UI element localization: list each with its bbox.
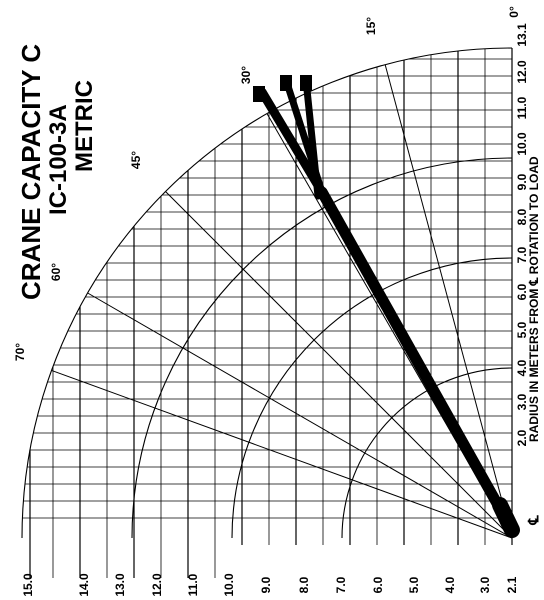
radius-tick-label: 2.0 (515, 429, 529, 446)
chart-units: METRIC (71, 80, 98, 172)
height-tick-label: 7.0 (334, 576, 348, 593)
boom-tip (253, 86, 265, 102)
angle-ray (87, 292, 513, 539)
height-tick-label: 13.0 (113, 573, 127, 597)
angle-label-text: 70° (13, 343, 27, 361)
angle-label: 60° (49, 263, 63, 281)
angle-label: 30° (239, 66, 253, 84)
height-tick-label: 5.0 (407, 576, 421, 593)
height-tick: 9.0 (259, 576, 273, 593)
boom-sections (253, 75, 520, 538)
height-tick: 2.1 (505, 576, 519, 593)
height-tick: 8.0 (297, 576, 311, 593)
height-tick: 7.0 (334, 576, 348, 593)
radius-tick-label: 4.0 (515, 359, 529, 376)
angle-label: 15° (364, 17, 378, 35)
radius-tick: 7.0 (515, 246, 529, 263)
centerline-symbol: ℄ (525, 515, 541, 526)
boom-tip (280, 75, 292, 91)
height-tick-label: 3.0 (478, 576, 492, 593)
angle-ray (384, 64, 513, 539)
radius-tick-label: 5.0 (515, 321, 529, 338)
centerline: ℄ (525, 515, 541, 526)
angle-label: 0° (507, 6, 521, 18)
height-tick: 11.0 (186, 573, 200, 596)
radius-tick: 11.0 (515, 96, 529, 119)
title-line-2: IC-100-3A (45, 104, 72, 215)
height-tick-label: 6.0 (371, 576, 385, 593)
height-tick: 15.0 (21, 573, 35, 597)
radius-tick: 8.0 (515, 208, 529, 225)
height-tick-label: 2.1 (505, 576, 519, 593)
angle-label: 70° (13, 343, 27, 361)
radius-tick-label: 3.0 (515, 393, 529, 410)
boom-section (316, 186, 518, 536)
height-tick-label: 12.0 (150, 573, 164, 597)
radius-tick-label: 8.0 (515, 208, 529, 225)
radius-tick-label: 13.1 (515, 23, 529, 47)
radius-axis-label: RADIUS IN METERS FROM ℄ ROTATION TO LOAD (527, 156, 541, 442)
angle-label-text: 30° (239, 66, 253, 84)
boom-angle-lines (51, 48, 513, 539)
boom-tip (300, 75, 312, 91)
height-tick-label: 15.0 (21, 573, 35, 597)
height-tick: 5.0 (407, 576, 421, 593)
boom-section (257, 87, 327, 197)
height-tick: 12.0 (150, 573, 164, 597)
angle-labels: 0° 15° 30° 45° 60° 70° (13, 6, 521, 361)
title-line-1: CRANE CAPACITY C (16, 44, 46, 300)
title-line-3: METRIC (71, 80, 98, 172)
chart-subtitle: IC-100-3A (45, 104, 72, 215)
height-tick: 10.0 (222, 573, 236, 597)
radius-tick-label: 11.0 (515, 96, 529, 119)
radius-tick-label: 10.0 (515, 132, 529, 156)
radius-tick-labels: 2.0 3.0 4.0 5.0 6.0 7.0 8.0 9.0 10.0 11.0 12.0 13.1 (515, 23, 529, 446)
radius-axis-title: RADIUS IN METERS FROM ℄ ROTATION TO LOAD (527, 156, 541, 442)
angle-label-text: 45° (129, 151, 143, 169)
angle-label-text: 60° (49, 263, 63, 281)
radius-tick: 5.0 (515, 321, 529, 338)
radius-tick: 9.0 (515, 173, 529, 190)
boom-section (302, 76, 322, 200)
height-tick: 14.0 (77, 573, 91, 597)
radius-tick: 4.0 (515, 359, 529, 376)
height-tick-label: 11.0 (186, 573, 200, 596)
height-tick: 3.0 (478, 576, 492, 593)
height-tick-label: 14.0 (77, 573, 91, 597)
angle-ray (165, 191, 513, 539)
boom-section (492, 497, 520, 538)
height-tick-label: 8.0 (297, 576, 311, 593)
angle-label-text: 15° (364, 17, 378, 35)
height-tick: 6.0 (371, 576, 385, 593)
height-tick: 4.0 (443, 576, 457, 593)
radius-tick-label: 9.0 (515, 173, 529, 190)
radius-tick: 13.1 (515, 23, 529, 47)
radius-tick: 6.0 (515, 283, 529, 300)
radius-tick: 10.0 (515, 132, 529, 156)
chart-title: CRANE CAPACITY C (16, 44, 46, 300)
height-tick-label: 10.0 (222, 573, 236, 597)
height-tick: 13.0 (113, 573, 127, 597)
height-tick-label: 9.0 (259, 576, 273, 593)
radius-tick-label: 6.0 (515, 283, 529, 300)
radius-tick: 2.0 (515, 429, 529, 446)
angle-label-text: 0° (507, 6, 521, 18)
radius-tick: 3.0 (515, 393, 529, 410)
radius-tick-label: 7.0 (515, 246, 529, 263)
height-tick-label: 4.0 (443, 576, 457, 593)
radius-tick-label: 12.0 (515, 60, 529, 84)
radius-tick: 12.0 (515, 60, 529, 84)
height-tick-labels: 2.1 3.0 4.0 5.0 6.0 7.0 8.0 9.0 10.0 11.0 12.0 13.0… (21, 573, 519, 597)
angle-ray (51, 369, 513, 539)
angle-label: 45° (129, 151, 143, 169)
